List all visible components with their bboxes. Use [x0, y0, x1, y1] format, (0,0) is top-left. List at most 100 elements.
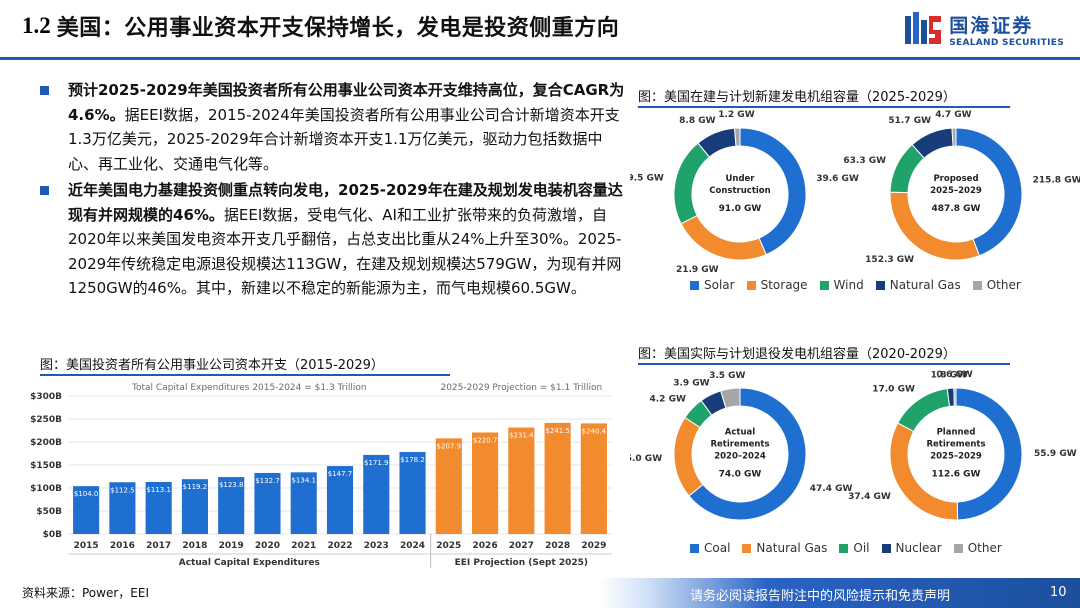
- donut-center-label: Retirements: [926, 440, 985, 450]
- legend-swatch: [690, 543, 699, 553]
- donut-value-label: 21.9 GW: [676, 265, 719, 275]
- x-tick-label: 2019: [219, 541, 244, 551]
- bar: [109, 482, 136, 534]
- donut-value-label: 55.9 GW: [1034, 449, 1077, 459]
- donut-center-label: 2025–2029: [930, 452, 982, 462]
- legend-swatch: [742, 543, 752, 553]
- donut-slice: [680, 214, 767, 261]
- bar: [544, 422, 571, 534]
- page-header: 1.2 美国：公用事业资本开支保持增长，发电是投资侧重方向 国海证券 SEALA…: [0, 0, 1080, 66]
- logo-name-zh: 国海证券: [949, 14, 1034, 37]
- donut-value-label: 0.6 GW: [936, 370, 972, 380]
- footer-source: 资料来源：Power，EEI: [22, 586, 149, 600]
- legend-label: Other: [986, 278, 1021, 292]
- donut-value-label: 8.8 GW: [679, 116, 715, 126]
- donut-slice: [733, 127, 741, 147]
- x-tick-label: 2026: [473, 541, 498, 551]
- y-tick-label: $0B: [43, 530, 63, 540]
- donut-total: 487.8 GW: [932, 204, 981, 214]
- donut-value-label: 3.9 GW: [673, 378, 709, 388]
- bar: [326, 466, 354, 534]
- page-title: 美国：公用事业资本开支保持增长，发电是投资侧重方向: [56, 16, 620, 41]
- x-tick-label: 2017: [146, 541, 171, 551]
- y-tick-label: $250B: [30, 415, 62, 425]
- section-number: 1.2: [22, 13, 51, 38]
- legend-item: Coal: [690, 541, 730, 555]
- retire-legend: Coal Natural Gas Oil Nuclear Other: [690, 541, 1014, 555]
- bar-chart-caption: 图：美国投资者所有公用事业公司资本开支（2015-2029）: [40, 358, 384, 373]
- donut-value-label: 37.4 GW: [848, 492, 891, 502]
- bar-subtitle-projection: 2025-2029 Projection = $1.1 Trillion: [440, 383, 602, 393]
- legend-label: Natural Gas: [756, 541, 828, 555]
- donut-value-label: 15.0 GW: [630, 454, 662, 464]
- legend-item: Nuclear: [881, 541, 942, 555]
- donut-total: 91.0 GW: [719, 204, 762, 214]
- donut-value-label: 19.5 GW: [630, 174, 664, 184]
- donut-value-label: 63.3 GW: [843, 156, 886, 166]
- donut-center-label: Proposed: [933, 174, 978, 184]
- bar-value-label: $171.9: [364, 459, 389, 467]
- x-tick-label: 2016: [110, 541, 135, 551]
- capex-bar-chart: Total Capital Expenditures 2015-2024 = $…: [30, 383, 612, 568]
- y-tick-label: $100B: [30, 484, 62, 494]
- bullet-bold: 预计2025-2029年美国投资者所有公用事业公司资本开支维持高位，复合CAGR…: [68, 81, 625, 124]
- x-tick-label: 2015: [74, 541, 99, 551]
- y-tick-label: $50B: [36, 507, 62, 517]
- legend-label: Oil: [853, 541, 870, 555]
- page-number: 10: [1050, 585, 1067, 600]
- legend-swatch: [972, 280, 982, 290]
- y-tick-label: $300B: [30, 392, 62, 402]
- x-tick-label: 2018: [182, 541, 207, 551]
- bar: [435, 438, 462, 534]
- x-group-label-projection: EEI Projection (Sept 2025): [455, 558, 588, 568]
- legend-item: Wind: [819, 278, 864, 292]
- bar: [580, 423, 607, 534]
- header-divider: [0, 57, 1080, 60]
- legend-label: Storage: [760, 278, 808, 292]
- footer-band: [600, 578, 1080, 608]
- donut-center-label: Construction: [709, 186, 770, 196]
- bar: [254, 472, 281, 534]
- bar: [399, 452, 426, 534]
- bar-value-label: $147.7: [328, 470, 353, 478]
- donut-center-label: 2020–2024: [714, 452, 766, 462]
- donut-center-label: 2025–2029: [930, 186, 982, 196]
- donut-value-label: 152.3 GW: [865, 255, 914, 265]
- legend-label: Coal: [704, 541, 731, 555]
- bar-value-label: $112.5: [110, 486, 134, 494]
- donut-value-label: 4.7 GW: [935, 110, 971, 120]
- legend-label: Natural Gas: [889, 278, 961, 292]
- bullet-list: 预计2025-2029年美国投资者所有公用事业公司资本开支维持高位，复合CAGR…: [40, 78, 630, 303]
- new-gen-legend: Solar Storage Wind Natural Gas Other: [690, 278, 1033, 292]
- y-tick-label: $200B: [30, 438, 62, 448]
- legend-label: Other: [967, 541, 1002, 555]
- bar: [363, 454, 390, 534]
- donut-value-label: 39.6 GW: [816, 174, 859, 184]
- donut-slice: [951, 127, 957, 147]
- company-logo: 国海证券 SEALAND SECURITIES: [903, 10, 1064, 48]
- bar: [145, 481, 172, 534]
- legend-swatch: [746, 280, 756, 290]
- donut-total: 74.0 GW: [719, 470, 762, 480]
- donut-center-label: Retirements: [710, 440, 769, 450]
- bullet-item: 预计2025-2029年美国投资者所有公用事业公司资本开支维持高位，复合CAGR…: [40, 78, 630, 176]
- legend-item: Natural Gas: [875, 278, 961, 292]
- x-tick-label: 2023: [364, 541, 389, 551]
- bar-subtitle-actual: Total Capital Expenditures 2015-2024 = $…: [131, 383, 367, 393]
- legend-swatch: [953, 543, 963, 553]
- bar-value-label: $231.4: [509, 432, 534, 440]
- donut-value-label: 17.0 GW: [872, 384, 915, 394]
- legend-label: Solar: [704, 278, 735, 292]
- bar: [290, 472, 317, 534]
- donut-center-label: Planned: [937, 428, 976, 438]
- legend-swatch: [875, 280, 885, 290]
- donut-total: 112.6 GW: [932, 470, 981, 480]
- logo-name-en: SEALAND SECURITIES: [949, 37, 1064, 48]
- legend-item: Solar: [690, 278, 735, 292]
- legend-swatch: [819, 280, 829, 290]
- legend-item: Other: [972, 278, 1021, 292]
- donut-value-label: 47.4 GW: [810, 484, 853, 494]
- donut-slice: [720, 387, 741, 409]
- bar-value-label: $104.0: [74, 490, 99, 498]
- donut-center-label: Under: [726, 174, 756, 184]
